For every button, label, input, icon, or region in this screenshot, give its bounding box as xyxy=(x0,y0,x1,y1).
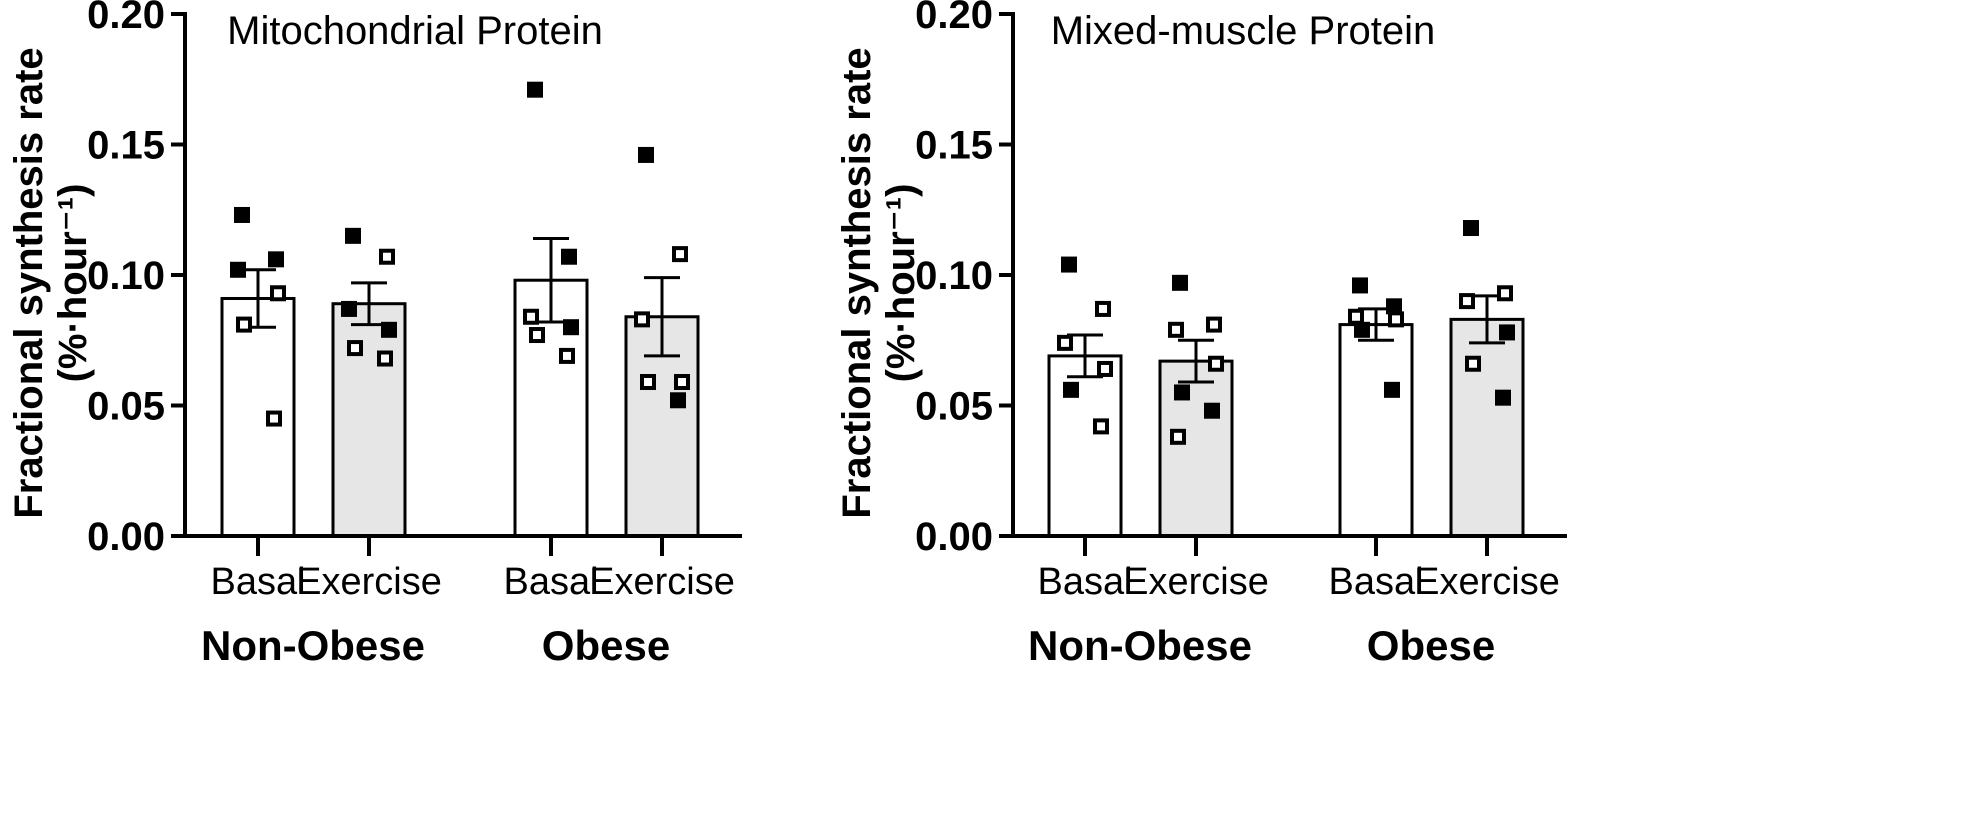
data-point-open xyxy=(1206,316,1222,333)
category-label: Basal xyxy=(1328,561,1423,603)
bar-obese-exercise xyxy=(1449,317,1525,538)
data-point-filled xyxy=(1061,256,1077,273)
y-axis-label: Fractional synthesis rate xyxy=(835,47,879,518)
category-label: Basal xyxy=(503,561,598,603)
group-label: Obese xyxy=(542,622,670,669)
data-point-open xyxy=(1170,428,1186,445)
data-point-open xyxy=(672,246,688,263)
chart-panel-2: BasalExerciseNon-ObeseBasalExerciseObese… xyxy=(835,0,1567,669)
data-point-filled xyxy=(230,261,246,278)
y-tick-label: 0.20 xyxy=(87,0,165,37)
group-label: Obese xyxy=(1367,622,1495,669)
data-point-open xyxy=(674,374,690,391)
data-point-filled xyxy=(345,227,361,244)
data-point-open xyxy=(1348,308,1364,325)
data-point-filled xyxy=(1386,298,1402,315)
data-point-open xyxy=(1497,285,1513,302)
y-tick-label: 0.00 xyxy=(87,515,165,559)
data-point-filled xyxy=(1352,277,1368,294)
group-label: Non-Obese xyxy=(201,622,425,669)
data-point-open xyxy=(1097,360,1113,377)
bar-non-obese-exercise xyxy=(331,302,407,538)
category-label: Exercise xyxy=(1414,561,1560,603)
y-tick-label: 0.15 xyxy=(915,124,993,168)
category-label: Basal xyxy=(1037,561,1132,603)
data-point-open xyxy=(1208,355,1224,372)
data-point-filled xyxy=(1354,321,1370,338)
y-tick-label: 0.10 xyxy=(87,254,165,298)
data-point-open xyxy=(1465,355,1481,372)
data-point-open xyxy=(529,327,545,344)
data-point-filled xyxy=(1174,384,1190,401)
data-point-filled xyxy=(1204,402,1220,419)
data-point-open xyxy=(270,285,286,302)
y-tick-label: 0.05 xyxy=(915,385,993,429)
data-point-filled xyxy=(1463,220,1479,237)
y-axis-label-units: (%·hour⁻¹) xyxy=(879,184,923,383)
bar-obese-basal xyxy=(1338,323,1414,538)
data-point-filled xyxy=(381,321,397,338)
y-tick-label: 0.10 xyxy=(915,254,993,298)
data-point-open xyxy=(559,347,575,364)
data-point-open xyxy=(236,316,252,333)
data-point-open xyxy=(1057,334,1073,351)
data-point-open xyxy=(1093,418,1109,435)
data-point-open xyxy=(1459,293,1475,310)
data-point-open xyxy=(1095,300,1111,317)
bar-non-obese-exercise xyxy=(1158,359,1234,538)
data-point-filled xyxy=(1499,324,1515,341)
bar-non-obese-basal xyxy=(220,296,296,538)
data-point-filled xyxy=(638,146,654,163)
data-point-filled xyxy=(234,206,250,223)
chart-title: Mitochondrial Protein xyxy=(227,9,603,53)
y-tick-label: 0.00 xyxy=(915,515,993,559)
data-point-filled xyxy=(1063,381,1079,398)
y-tick-label: 0.20 xyxy=(915,0,993,37)
data-point-open xyxy=(379,248,395,265)
data-point-filled xyxy=(527,81,543,98)
data-point-open xyxy=(523,308,539,325)
data-point-open xyxy=(1388,311,1404,328)
bar-non-obese-basal xyxy=(1047,354,1123,538)
data-point-filled xyxy=(561,248,577,265)
chart-title: Mixed-muscle Protein xyxy=(1051,9,1436,53)
data-point-filled xyxy=(268,251,284,268)
data-point-open xyxy=(266,410,282,427)
data-point-filled xyxy=(1172,274,1188,291)
category-label: Exercise xyxy=(589,561,735,603)
data-point-open xyxy=(377,350,393,367)
category-label: Basal xyxy=(210,561,305,603)
data-point-open xyxy=(1168,321,1184,338)
data-point-open xyxy=(634,311,650,328)
data-point-open xyxy=(347,340,363,357)
category-label: Exercise xyxy=(296,561,442,603)
y-tick-label: 0.05 xyxy=(87,385,165,429)
y-tick-label: 0.15 xyxy=(87,124,165,168)
group-label: Non-Obese xyxy=(1028,622,1252,669)
data-point-open xyxy=(640,374,656,391)
data-point-filled xyxy=(670,392,686,409)
data-point-filled xyxy=(341,300,357,317)
y-axis-label: Fractional synthesis rate xyxy=(7,47,51,518)
category-label: Exercise xyxy=(1123,561,1269,603)
data-point-filled xyxy=(563,319,579,336)
chart-panel-1: BasalExerciseNon-ObeseBasalExerciseObese… xyxy=(7,0,742,669)
data-point-filled xyxy=(1384,381,1400,398)
y-axis-label-units: (%·hour⁻¹) xyxy=(51,184,95,383)
data-point-filled xyxy=(1495,389,1511,406)
